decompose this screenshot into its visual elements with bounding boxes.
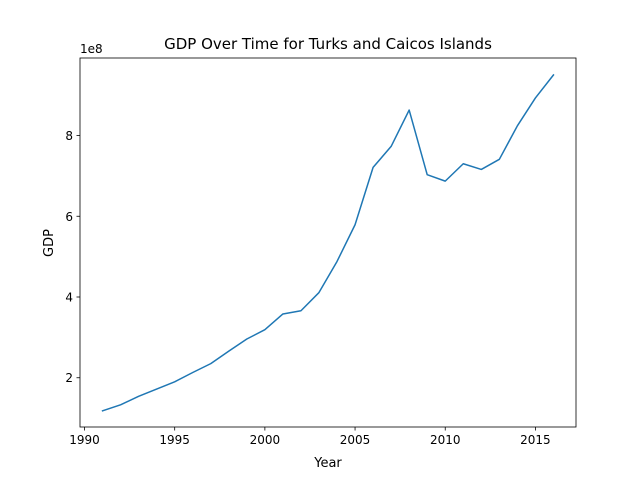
- x-axis-label: Year: [313, 456, 342, 471]
- x-tick-label-2015: 2015: [520, 433, 551, 447]
- y-axis-label: GDP: [42, 229, 57, 257]
- chart-title: GDP Over Time for Turks and Caicos Islan…: [164, 35, 492, 53]
- y-tick-label-2: 2: [65, 371, 73, 385]
- y-offset-label: 1e8: [80, 42, 103, 56]
- y-tick-label-4: 4: [65, 291, 73, 305]
- y-tick-label-6: 6: [65, 210, 73, 224]
- y-tick-label-8: 8: [65, 129, 73, 143]
- x-tick-label-1990: 1990: [69, 433, 100, 447]
- x-tick-label-2010: 2010: [430, 433, 461, 447]
- x-tick-label-1995: 1995: [159, 433, 190, 447]
- x-tick-label-2000: 2000: [250, 433, 281, 447]
- axes-frame: [79, 57, 577, 428]
- series-line: [101, 73, 555, 412]
- plot-area: 1990 1995 2000 2005 2010 2015 2 4 6 8: [65, 57, 577, 447]
- x-tick-label-2005: 2005: [340, 433, 371, 447]
